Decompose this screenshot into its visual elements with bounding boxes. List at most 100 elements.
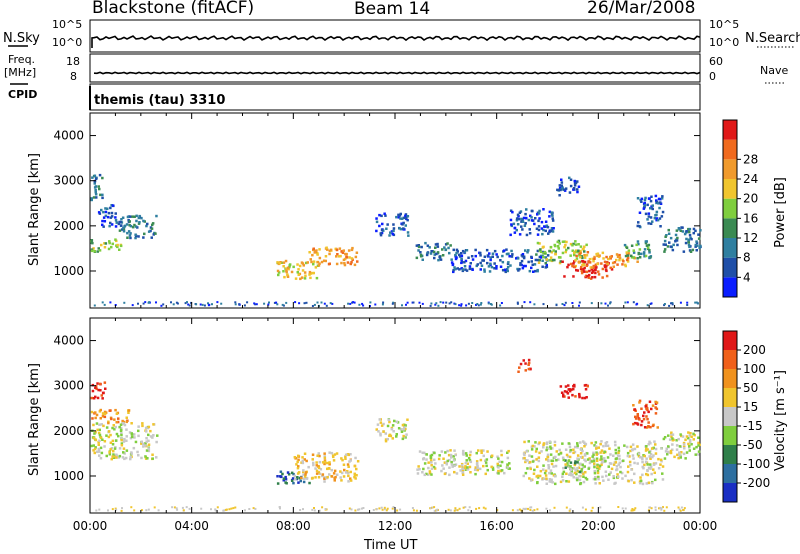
velocity-colorbar-tick-label: -200 <box>743 476 770 490</box>
velocity-ground-cell <box>584 508 587 511</box>
power-cell <box>110 215 114 218</box>
power-cell <box>563 275 566 278</box>
velocity-ytick-label: 2000 <box>53 424 84 438</box>
velocity-cell <box>680 434 683 438</box>
velocity-cell <box>467 456 471 460</box>
power-ground-cell <box>516 302 519 305</box>
velocity-cell <box>654 452 658 455</box>
velocity-cell <box>120 433 123 437</box>
power-cell <box>635 243 638 247</box>
power-cell <box>699 229 702 232</box>
velocity-cell <box>636 423 640 426</box>
velocity-cell <box>434 462 437 465</box>
velocity-ground-cell <box>95 509 98 512</box>
power-cell <box>569 254 572 257</box>
velocity-cell <box>656 426 659 429</box>
velocity-cell <box>402 428 405 431</box>
velocity-cell <box>301 461 305 465</box>
power-cell <box>455 248 459 252</box>
velocity-cell <box>614 443 617 447</box>
power-cell <box>632 256 635 259</box>
velocity-cell <box>612 476 616 480</box>
power-cell <box>542 245 545 249</box>
velocity-cell <box>576 442 579 445</box>
velocity-cell <box>464 466 467 469</box>
power-cell <box>587 260 591 264</box>
velocity-cell <box>619 470 622 474</box>
velocity-cell <box>107 421 110 425</box>
velocity-cell <box>641 465 644 469</box>
power-cell <box>527 260 530 264</box>
velocity-cell <box>296 466 300 470</box>
velocity-cell <box>307 465 310 469</box>
velocity-cell <box>685 451 689 454</box>
power-cell <box>559 260 562 263</box>
velocity-cell <box>579 452 583 455</box>
velocity-cell <box>568 445 572 449</box>
velocity-cell <box>427 461 430 464</box>
power-colorbar-swatch <box>723 159 737 179</box>
velocity-cell <box>631 443 635 446</box>
velocity-cell <box>649 467 652 470</box>
power-cell <box>520 225 523 228</box>
velocity-colorbar-tick-label: 100 <box>743 362 766 376</box>
power-cell <box>632 251 636 254</box>
power-cell <box>630 254 633 258</box>
power-cell <box>115 221 118 224</box>
velocity-cell <box>637 455 641 458</box>
power-cell <box>443 246 446 249</box>
power-cell <box>450 258 453 261</box>
power-cell <box>116 243 119 247</box>
power-cell <box>581 256 584 260</box>
power-cell <box>452 270 455 274</box>
power-cell <box>92 247 95 250</box>
velocity-cell <box>130 422 133 425</box>
power-cell <box>282 265 285 268</box>
power-cell <box>537 261 541 264</box>
velocity-cell <box>284 478 288 481</box>
power-ground-cell <box>578 301 581 304</box>
power-cell <box>312 260 316 263</box>
velocity-cell <box>149 429 152 433</box>
velocity-cell <box>317 471 321 474</box>
power-cell <box>655 199 658 202</box>
velocity-cell <box>117 434 120 438</box>
velocity-cell <box>536 481 539 485</box>
power-cell <box>353 263 357 267</box>
power-cell <box>590 268 593 271</box>
power-ground-cell <box>604 302 607 305</box>
velocity-cell <box>666 453 669 456</box>
power-cell <box>536 233 540 236</box>
velocity-cell <box>145 449 149 452</box>
x-axis-label: Time UT <box>364 538 418 553</box>
velocity-cell <box>526 467 529 470</box>
power-colorbar-swatch <box>723 198 737 219</box>
velocity-cell <box>654 400 657 404</box>
power-cell <box>152 233 155 236</box>
velocity-cell <box>140 440 143 443</box>
velocity-cell <box>152 423 155 426</box>
power-cell <box>512 222 516 226</box>
power-cell <box>575 268 578 272</box>
power-cell <box>516 213 520 217</box>
power-cell <box>456 250 459 253</box>
velocity-cell <box>572 387 575 391</box>
velocity-cell <box>554 482 557 486</box>
power-ground-cell <box>418 301 421 304</box>
velocity-cell <box>659 458 663 462</box>
power-cell <box>605 255 608 259</box>
power-cell <box>464 259 468 263</box>
power-ground-cell <box>170 301 172 304</box>
velocity-cell <box>97 447 101 451</box>
power-cell <box>461 269 465 273</box>
power-cell <box>468 267 472 271</box>
velocity-cell <box>562 393 565 396</box>
velocity-cell <box>130 435 134 439</box>
velocity-cell <box>536 476 540 479</box>
power-cell <box>621 263 624 266</box>
power-cell <box>125 223 129 226</box>
velocity-cell <box>468 458 472 462</box>
power-cell <box>618 253 621 257</box>
velocity-cell <box>671 433 675 436</box>
power-cell <box>528 269 532 273</box>
